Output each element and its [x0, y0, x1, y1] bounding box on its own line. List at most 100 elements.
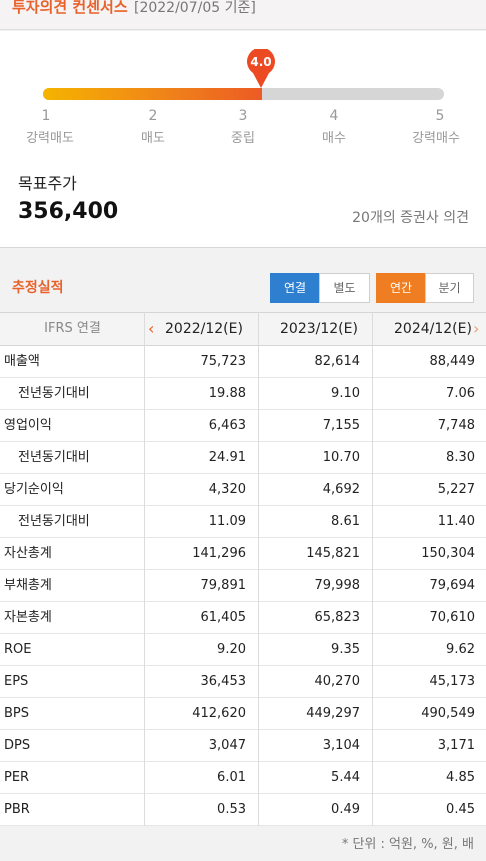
map-pin-icon [247, 49, 275, 88]
consensus-score: 4.0 [250, 55, 272, 69]
table-row: 매출액 75,723 82,614 88,449 [0, 346, 486, 378]
table-row: 전년동기대비 19.88 9.10 7.06 [0, 378, 486, 410]
row-label: 전년동기대비 [18, 514, 90, 529]
row-label: 부채총계 [4, 578, 52, 593]
chevron-left-icon[interactable]: ‹ [148, 319, 155, 338]
table-row: PBR 0.53 0.49 0.45 [0, 794, 486, 826]
table-cell: 4,692 [322, 482, 360, 497]
table-cell: 82,614 [314, 354, 361, 369]
table-cell: 61,405 [200, 610, 247, 625]
table-header: IFRS 연결 ‹ 2022/12(E) 2023/12(E) 2024/12(… [0, 312, 486, 346]
table-cell: 6,463 [208, 418, 246, 433]
column-header-3: 2024/12(E) [394, 321, 472, 337]
table-row: 영업이익 6,463 7,155 7,748 [0, 410, 486, 442]
table-cell: 449,297 [306, 706, 360, 721]
consensus-gauge-track [43, 88, 444, 100]
table-cell: 45,173 [429, 674, 476, 689]
table-cell: 79,998 [314, 578, 361, 593]
table-cell: 145,821 [306, 546, 360, 561]
row-label: DPS [4, 738, 31, 753]
table-cell: 11.40 [437, 514, 475, 529]
table-cell: 7,748 [437, 418, 475, 433]
scale-label: 매도 [141, 131, 165, 146]
consensus-title: 투자의견 컨센서스 [12, 0, 128, 16]
scale-label: 매수 [322, 131, 346, 146]
table-row: 전년동기대비 24.91 10.70 8.30 [0, 442, 486, 474]
target-price-label: 목표주가 [18, 174, 77, 193]
row-label: 당기순이익 [4, 482, 64, 497]
table-cell: 88,449 [429, 354, 476, 369]
table-cell: 79,891 [200, 578, 247, 593]
table-row: 당기순이익 4,320 4,692 5,227 [0, 474, 486, 506]
column-header-2: 2023/12(E) [280, 321, 358, 337]
table-cell: 70,610 [429, 610, 476, 625]
row-label: EPS [4, 674, 29, 689]
consensus-card: 4.0 1 강력매도 2 매도 3 중립 4 매수 5 강력매수 목표주가 356,400 20개… [0, 31, 486, 248]
scale-label: 강력매수 [412, 131, 460, 146]
table-cell: 9.10 [331, 386, 360, 401]
toggle-quarterly[interactable]: 분기 [425, 273, 474, 303]
table-cell: 8.61 [331, 514, 360, 529]
table-cell: 0.49 [331, 802, 360, 817]
row-label: 자산총계 [4, 546, 52, 561]
table-cell: 3,104 [322, 738, 360, 753]
table-cell: 65,823 [314, 610, 361, 625]
toggle-consolidated[interactable]: 연결 [270, 273, 320, 303]
row-label: BPS [4, 706, 30, 721]
table-cell: 7,155 [322, 418, 360, 433]
table-cell: 3,171 [437, 738, 475, 753]
table-cell: 75,723 [200, 354, 247, 369]
table-row: 부채총계 79,891 79,998 79,694 [0, 570, 486, 602]
table-cell: 40,270 [314, 674, 361, 689]
table-cell: 8.30 [446, 450, 475, 465]
table-cell: 9.62 [446, 642, 475, 657]
consensus-gauge-fill [43, 88, 262, 100]
column-divider [372, 312, 373, 826]
scale-label: 강력매도 [26, 131, 74, 146]
row-label: 전년동기대비 [18, 386, 90, 401]
row-label: 전년동기대비 [18, 450, 90, 465]
consensus-header: 투자의견 컨센서스 [2022/07/05 기준] [0, 0, 486, 30]
table-cell: 0.53 [217, 802, 246, 817]
toggle-separate[interactable]: 별도 [319, 273, 370, 303]
table-cell: 141,296 [192, 546, 246, 561]
table-row: ROE 9.20 9.35 9.62 [0, 634, 486, 666]
row-label: 자본총계 [4, 610, 52, 625]
row-label: 매출액 [4, 354, 40, 369]
scale-number: 4 [329, 108, 339, 124]
table-row: PER 6.01 5.44 4.85 [0, 762, 486, 794]
table-row: DPS 3,047 3,104 3,171 [0, 730, 486, 762]
table-row: 자본총계 61,405 65,823 70,610 [0, 602, 486, 634]
table-cell: 4.85 [446, 770, 475, 785]
table-cell: 150,304 [421, 546, 475, 561]
table-cell: 19.88 [208, 386, 246, 401]
column-divider [144, 312, 145, 826]
row-label: ROE [4, 642, 32, 657]
estimates-title: 추정실적 [12, 280, 64, 296]
scale-label: 중립 [231, 131, 255, 146]
table-cell: 7.06 [446, 386, 475, 401]
table-cell: 11.09 [208, 514, 246, 529]
analyst-count: 20개의 증권사 의견 [352, 210, 469, 226]
table-cell: 490,549 [421, 706, 475, 721]
table-cell: 36,453 [200, 674, 247, 689]
table-body: 매출액 75,723 82,614 88,449 전년동기대비 19.88 9.10 7.06… [0, 346, 486, 826]
table-row: 전년동기대비 11.09 8.61 11.40 [0, 506, 486, 538]
table-cell: 6.01 [217, 770, 246, 785]
table-cell: 412,620 [192, 706, 246, 721]
table-cell: 5.44 [331, 770, 360, 785]
table-cell: 9.35 [331, 642, 360, 657]
column-header-1: 2022/12(E) [165, 321, 243, 337]
scale-number: 5 [435, 108, 445, 124]
scale-number: 1 [41, 108, 51, 124]
toggle-annual[interactable]: 연간 [376, 273, 426, 303]
table-cell: 4,320 [208, 482, 246, 497]
table-cell: 24.91 [208, 450, 246, 465]
column-divider [258, 312, 259, 826]
row-label: 영업이익 [4, 418, 52, 433]
table-cell: 79,694 [429, 578, 476, 593]
estimates-table: IFRS 연결 ‹ 2022/12(E) 2023/12(E) 2024/12(… [0, 312, 486, 826]
chevron-right-icon[interactable]: › [473, 319, 480, 338]
table-row: 자산총계 141,296 145,821 150,304 [0, 538, 486, 570]
scale-number: 2 [148, 108, 158, 124]
